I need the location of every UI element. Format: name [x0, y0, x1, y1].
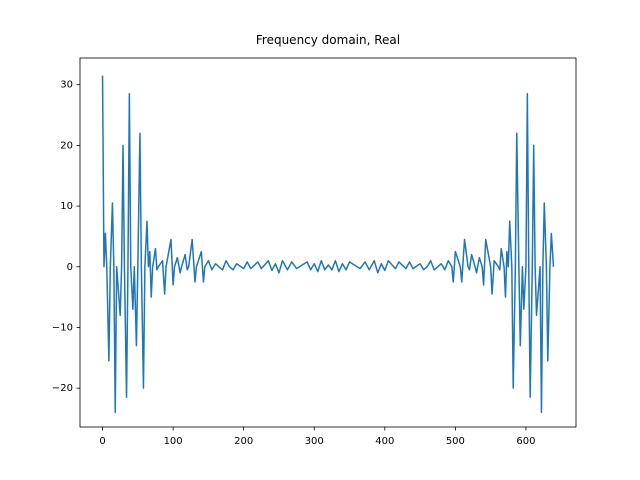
plot-frame — [79, 57, 577, 428]
x-tick-label: 500 — [446, 436, 465, 447]
x-tick-label: 100 — [164, 436, 183, 447]
x-tick-label: 600 — [516, 436, 535, 447]
chart-title: Frequency domain, Real — [256, 33, 400, 47]
y-tick-label: 0 — [67, 262, 73, 273]
y-tick-label: 10 — [60, 201, 73, 212]
line — [101, 75, 555, 414]
y-tick-label: −20 — [52, 383, 73, 394]
x-tick-label: 400 — [375, 436, 394, 447]
y-tick-label: 30 — [60, 80, 73, 91]
y-tick-label: 20 — [60, 140, 73, 151]
x-tick-label: 300 — [305, 436, 324, 447]
x-tick-label: 0 — [99, 436, 105, 447]
x-tick-label: 200 — [234, 436, 253, 447]
y-tick-label: −10 — [52, 322, 73, 333]
